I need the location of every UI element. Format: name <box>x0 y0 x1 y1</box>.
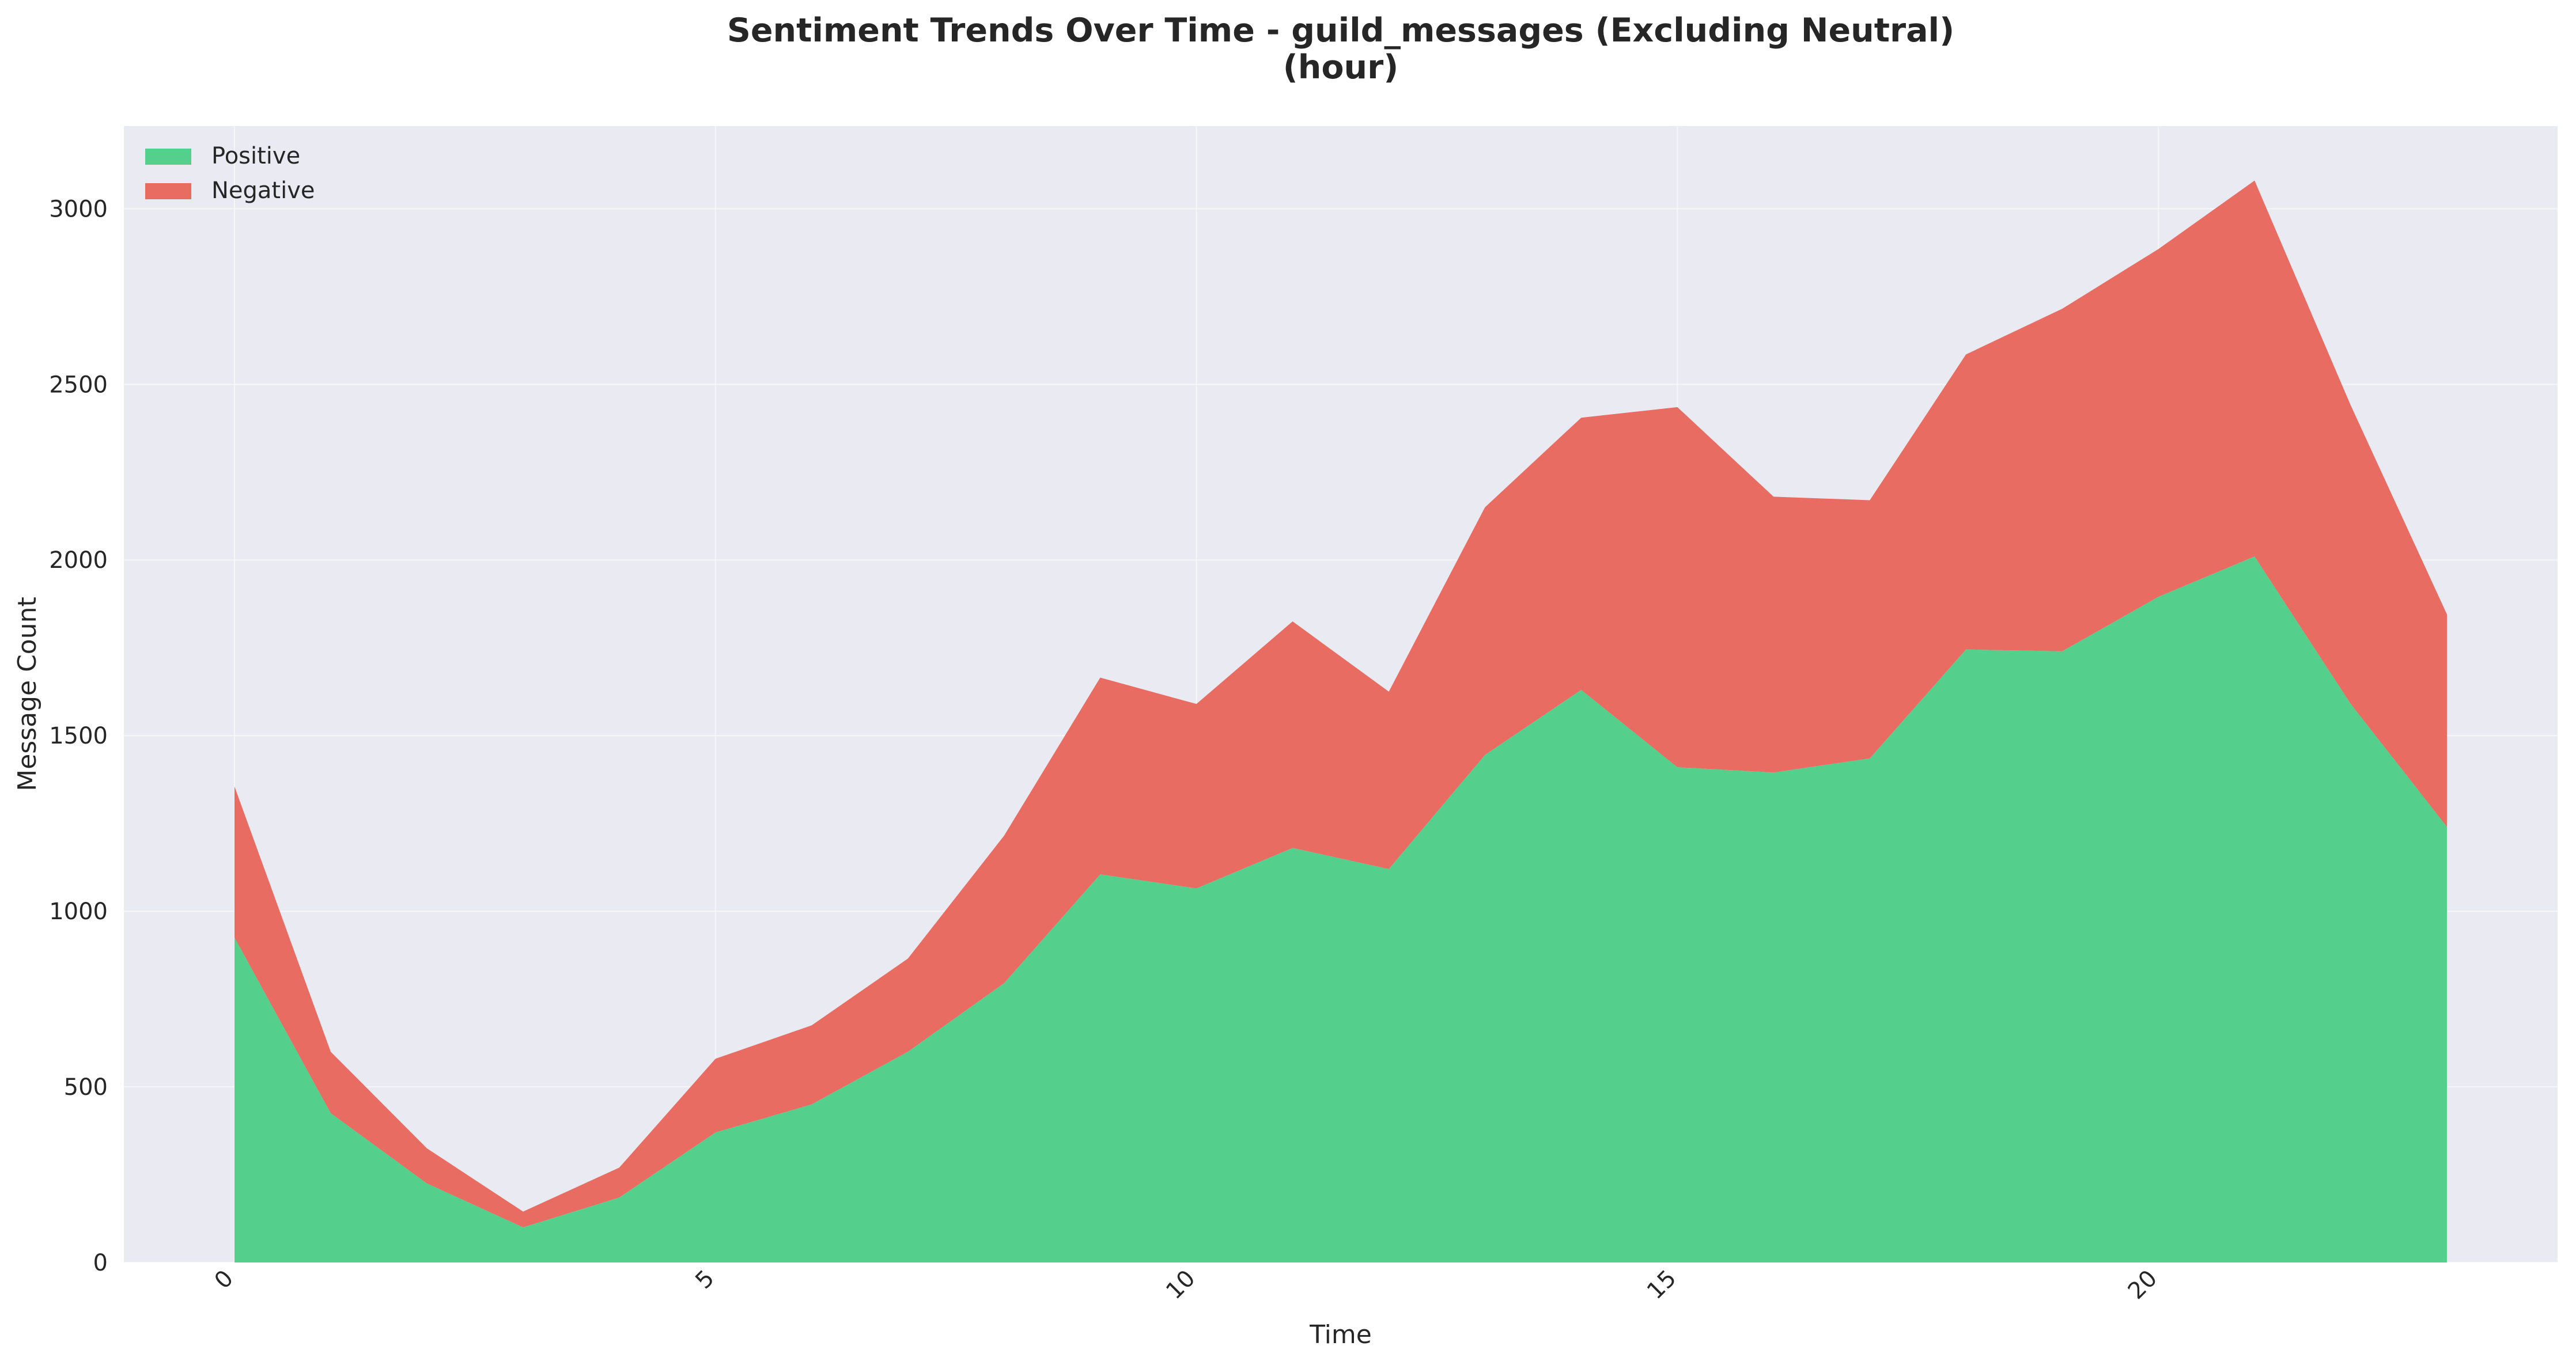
area-negative <box>234 180 2447 1227</box>
x-axis-label: Time <box>1309 1320 1372 1349</box>
legend-label: Negative <box>211 177 315 204</box>
chart-subtitle: (hour) <box>1283 48 1399 86</box>
y-tick-label: 500 <box>64 1074 108 1101</box>
legend-swatch <box>145 183 191 199</box>
chart-title: Sentiment Trends Over Time - guild_messa… <box>727 12 1954 50</box>
area-series <box>234 180 2447 1262</box>
y-tick-label: 2000 <box>49 547 108 574</box>
legend-swatch <box>145 149 191 165</box>
y-axis-label: Message Count <box>13 597 42 791</box>
area-positive <box>234 556 2447 1262</box>
y-tick-label: 1000 <box>49 898 108 925</box>
y-tick-label: 3000 <box>49 196 108 222</box>
legend-label: Positive <box>211 143 300 169</box>
legend: Positive Negative <box>145 143 315 204</box>
y-tick-label: 2500 <box>49 371 108 398</box>
y-tick-label: 0 <box>93 1250 108 1276</box>
y-axis-ticks: 0 500 1000 1500 2000 2500 3000 <box>49 196 108 1276</box>
y-tick-label: 1500 <box>49 723 108 749</box>
